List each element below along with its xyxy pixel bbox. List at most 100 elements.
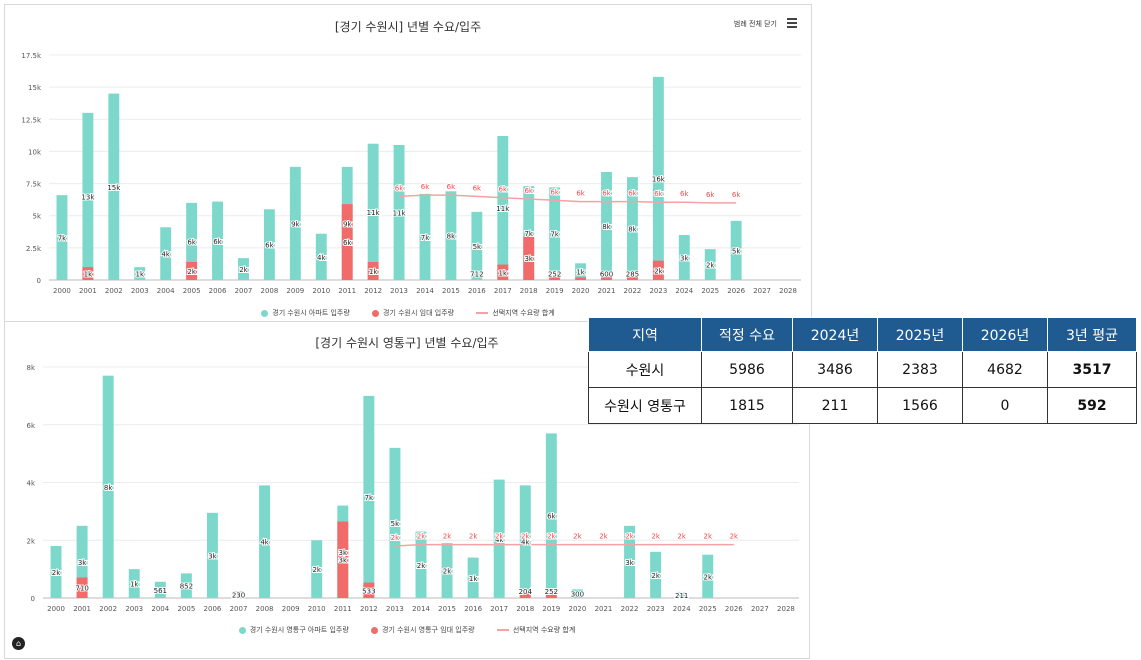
x-tick-label: 2025 bbox=[699, 605, 717, 613]
y-tick-label: 2k bbox=[26, 537, 35, 545]
data-label-demand: 2k bbox=[573, 533, 582, 541]
x-tick-label: 2012 bbox=[364, 287, 382, 295]
chart-legend: 경기 수원시 영통구 아파트 입주량 경기 수원시 영통구 임대 입주량 선택지… bbox=[5, 625, 809, 635]
x-tick-label: 2006 bbox=[204, 605, 222, 613]
data-label-demand: 6k bbox=[524, 187, 533, 195]
x-tick-label: 2021 bbox=[595, 605, 613, 613]
bar-rental bbox=[367, 262, 379, 280]
data-label-demand: 2k bbox=[469, 533, 478, 541]
data-label-rental: 600 bbox=[600, 270, 613, 278]
table-cell: 0 bbox=[962, 387, 1048, 424]
bar-apartment bbox=[108, 93, 120, 280]
summary-table: 지역 적정 수요 2024년 2025년 2026년 3년 평균 수원시 598… bbox=[588, 317, 1137, 424]
data-label-demand: 2k bbox=[599, 533, 608, 541]
data-label-demand: 6k bbox=[550, 188, 559, 196]
bar-apartment bbox=[315, 233, 327, 280]
bar-apartment bbox=[128, 569, 140, 598]
data-label-rental: 2k bbox=[654, 267, 663, 275]
line-demand bbox=[394, 543, 734, 547]
x-tick-label: 2024 bbox=[673, 605, 691, 613]
data-label-demand: 6k bbox=[732, 191, 741, 199]
x-tick-label: 2007 bbox=[235, 287, 253, 295]
data-label-apartment: 5k bbox=[391, 520, 400, 528]
data-label-demand: 6k bbox=[706, 191, 715, 199]
data-label-apartment: 11k bbox=[367, 209, 381, 217]
x-tick-label: 2014 bbox=[412, 605, 430, 613]
data-label-apartment: 7k bbox=[365, 494, 374, 502]
bar-apartment bbox=[497, 136, 509, 280]
data-label-apartment: 11k bbox=[496, 205, 510, 213]
table-cell: 592 bbox=[1047, 387, 1137, 424]
bar-apartment bbox=[445, 191, 457, 280]
legend-dot bbox=[261, 309, 269, 317]
data-label-apartment: 7k bbox=[524, 230, 533, 238]
bar-rental bbox=[76, 577, 88, 598]
x-tick-label: 2022 bbox=[624, 287, 642, 295]
table-cell: 3517 bbox=[1047, 351, 1137, 388]
data-label-apartment: 3k bbox=[208, 552, 217, 560]
bar-rental bbox=[337, 521, 349, 598]
bar-apartment bbox=[186, 202, 198, 280]
bar-rental bbox=[519, 592, 531, 598]
x-tick-label: 2007 bbox=[230, 605, 248, 613]
x-tick-label: 2004 bbox=[151, 605, 169, 613]
y-tick-label: 12.5k bbox=[21, 116, 42, 124]
data-label-apartment: 211 bbox=[675, 592, 688, 600]
x-tick-label: 2008 bbox=[256, 605, 274, 613]
legend-item-demand[interactable]: 선택지역 수요량 합계 bbox=[496, 625, 575, 635]
x-tick-label: 2014 bbox=[416, 287, 434, 295]
data-label-apartment: 1k bbox=[136, 271, 145, 279]
x-tick-label: 2002 bbox=[99, 605, 117, 613]
data-label-demand: 6k bbox=[628, 190, 637, 198]
data-label-apartment: 7k bbox=[550, 231, 559, 239]
data-label-rental: 252 bbox=[548, 270, 561, 278]
bar-apartment bbox=[419, 193, 431, 280]
bar-apartment bbox=[160, 227, 172, 280]
data-label-demand: 6k bbox=[576, 190, 585, 198]
column-header: 2024년 bbox=[792, 317, 878, 352]
data-label-apartment: 7k bbox=[58, 235, 67, 243]
legend-item-apartment[interactable]: 경기 수원시 영통구 아파트 입주량 bbox=[238, 625, 349, 635]
legend-item-demand[interactable]: 선택지역 수요량 합계 bbox=[476, 308, 555, 318]
bar-apartment bbox=[601, 172, 612, 280]
x-tick-label: 2023 bbox=[649, 287, 667, 295]
x-tick-label: 2019 bbox=[542, 605, 560, 613]
legend-label: 경기 수원시 영통구 아파트 입주량 bbox=[249, 626, 349, 634]
x-tick-label: 2016 bbox=[468, 287, 486, 295]
legend-label: 선택지역 수요량 합계 bbox=[492, 309, 555, 317]
chart-legend: 경기 수원시 아파트 입주량 경기 수원시 임대 입주량 선택지역 수요량 합계 bbox=[5, 308, 811, 318]
data-label-demand: 6k bbox=[421, 183, 430, 191]
legend-item-rental[interactable]: 경기 수원시 임대 입주량 bbox=[372, 308, 454, 318]
data-label-demand: 2k bbox=[495, 533, 504, 541]
home-icon[interactable]: ⌂ bbox=[12, 637, 25, 650]
y-tick-label: 0 bbox=[31, 595, 35, 603]
x-tick-label: 2028 bbox=[779, 287, 797, 295]
data-label-demand: 2k bbox=[547, 533, 556, 541]
data-label-demand: 2k bbox=[704, 533, 713, 541]
bar-apartment bbox=[493, 479, 505, 598]
legend-item-apartment[interactable]: 경기 수원시 아파트 입주량 bbox=[261, 308, 350, 318]
data-label-apartment: 4k bbox=[495, 536, 504, 544]
bar-rental bbox=[82, 267, 94, 280]
legend-line bbox=[476, 312, 489, 314]
bar-apartment bbox=[650, 551, 662, 598]
data-label-apartment: 5k bbox=[732, 247, 741, 255]
x-tick-label: 2028 bbox=[777, 605, 795, 613]
bar-rental bbox=[341, 204, 353, 280]
legend-item-rental[interactable]: 경기 수원시 영통구 임대 입주량 bbox=[371, 625, 475, 635]
x-tick-label: 2003 bbox=[131, 287, 149, 295]
bar-apartment bbox=[50, 546, 62, 598]
bar-apartment bbox=[415, 531, 427, 598]
legend-toggle-button[interactable]: 범례 전체 닫기 bbox=[733, 20, 777, 28]
data-label-apartment: 5k bbox=[473, 243, 482, 251]
x-tick-label: 2001 bbox=[73, 605, 91, 613]
data-label-apartment: 4k bbox=[521, 539, 530, 547]
data-label-apartment: 1k bbox=[469, 575, 478, 583]
bar-apartment bbox=[212, 201, 223, 280]
menu-icon[interactable] bbox=[787, 18, 797, 30]
legend-dot bbox=[238, 626, 246, 634]
data-label-apartment: 2k bbox=[52, 569, 61, 577]
x-tick-label: 2018 bbox=[520, 287, 538, 295]
data-label-demand: 6k bbox=[473, 184, 482, 192]
x-tick-label: 2022 bbox=[621, 605, 639, 613]
